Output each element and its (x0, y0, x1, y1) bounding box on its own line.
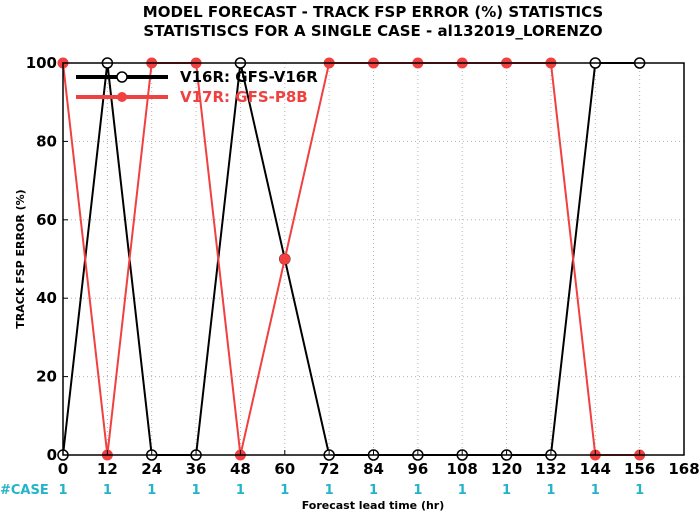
y-tick-label: 100 (26, 54, 57, 72)
x-tick-label: 108 (447, 460, 478, 478)
x-tick-label: 96 (407, 460, 428, 478)
case-count: 1 (325, 483, 334, 498)
y-axis-label: TRACK FSP ERROR (%) (14, 189, 27, 328)
series-layer (57, 57, 646, 461)
case-count: 1 (280, 483, 289, 498)
x-tick-label: 168 (668, 460, 699, 478)
chart-title: MODEL FORECAST - TRACK FSP ERROR (%) STA… (143, 3, 603, 21)
case-count: 1 (591, 483, 600, 498)
x-tick-label: 120 (491, 460, 522, 478)
case-count: 1 (635, 483, 644, 498)
y-tick-label: 40 (36, 289, 57, 307)
case-count: 1 (502, 483, 511, 498)
case-label: #CASE (0, 483, 49, 498)
legend-marker (116, 71, 128, 83)
case-count: 1 (58, 483, 67, 498)
x-axis-label: Forecast lead time (hr) (302, 499, 445, 512)
x-tick-label: 144 (580, 460, 611, 478)
legend-item-1: V16R: GFS-V16R (76, 68, 318, 86)
case-counts: 1 1 1 1 1 1 1 1 1 1 1 1 1 1 (58, 483, 644, 498)
x-tick-label: 132 (535, 460, 566, 478)
y-tick-label: 0 (47, 446, 57, 464)
x-tick-label: 24 (141, 460, 162, 478)
tick-layer: 0 12 24 36 48 60 72 84 96 108 120 132 144 156 168 0 20 40… (26, 54, 700, 478)
series-line (62, 62, 640, 456)
case-count: 1 (413, 483, 422, 498)
grid (63, 63, 684, 455)
case-count: 1 (147, 483, 156, 498)
y-tick-label: 60 (36, 211, 57, 229)
case-count: 1 (458, 483, 467, 498)
x-tick-label: 72 (319, 460, 340, 478)
legend-marker (117, 92, 127, 102)
x-tick-label: 60 (274, 460, 295, 478)
legend-item-2: V17R: GFS-P8B (76, 88, 308, 106)
data-point (279, 253, 291, 265)
x-tick-label: 156 (624, 460, 655, 478)
x-tick-label: 48 (230, 460, 251, 478)
case-count: 1 (546, 483, 555, 498)
y-tick-label: 20 (36, 368, 57, 386)
legend: V16R: GFS-V16R V17R: GFS-P8B (76, 68, 318, 106)
legend-label: V16R: GFS-V16R (180, 68, 318, 86)
series-line (62, 62, 640, 456)
y-tick-label: 80 (36, 132, 57, 150)
case-count: 1 (192, 483, 201, 498)
x-tick-label: 36 (186, 460, 207, 478)
x-tick-label: 84 (363, 460, 384, 478)
case-count: 1 (103, 483, 112, 498)
case-count: 1 (236, 483, 245, 498)
legend-label: V17R: GFS-P8B (180, 88, 308, 106)
case-count: 1 (369, 483, 378, 498)
x-tick-label: 12 (97, 460, 118, 478)
chart-subtitle: STATISTISCS FOR A SINGLE CASE - al132019… (143, 22, 602, 40)
x-tick-label: 0 (58, 460, 68, 478)
